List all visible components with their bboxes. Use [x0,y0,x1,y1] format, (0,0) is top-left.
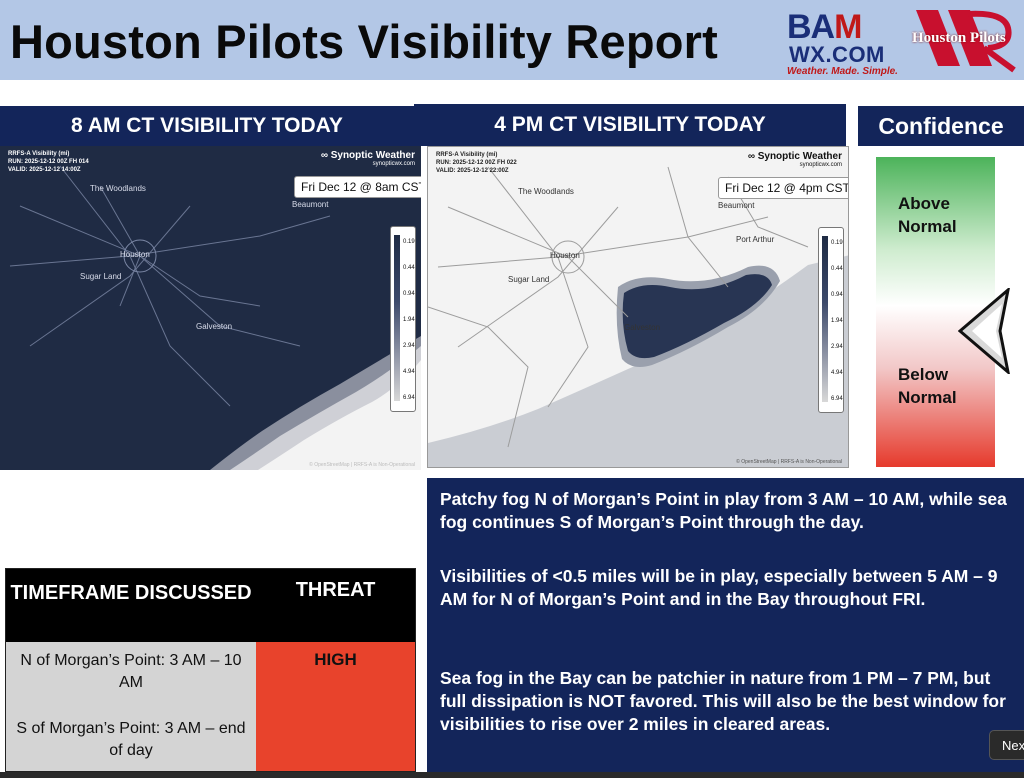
map-8am-graphic [9,165,421,470]
city-label: Port Arthur [736,235,775,244]
confidence-pointer-icon [958,288,1010,374]
legend-tick: 0.94 [403,291,415,297]
legend-tick: 4.94 [831,370,843,376]
city-label: Beaumont [718,201,755,210]
bam-wx-logo: BAM WX.COM Weather. Made. Simple. [783,8,905,78]
map-8am-info: RRFS-A Visibility (mi) RUN: 2025-12-12 0… [8,151,89,173]
timeframe-north: N of Morgan’s Point: 3 AM – 10 AM [20,652,242,691]
legend-tick: 0.44 [403,265,415,271]
threat-table: TIMEFRAME DISCUSSED THREAT N of Morgan’s… [5,568,416,772]
legend-color-bar [394,235,400,401]
bam-logo-wx: WX.COM [789,42,885,67]
legend-tick: 6.94 [403,395,415,401]
map-credit: © OpenStreetMap | RRFS-A is Non-Operatio… [309,462,415,468]
bam-logo-text: BAM [787,8,862,46]
confidence-gradient-bar: Above Normal Below Normal [876,157,995,467]
timeframe-cell: N of Morgan’s Point: 3 AM – 10 AM S of M… [6,642,256,771]
map-4pm-datetime: Fri Dec 12 @ 4pm CST [718,177,848,199]
confidence-title: Confidence [858,106,1024,146]
pilots-logo-graphic [916,10,1016,73]
left-panel-title: 8 AM CT VISIBILITY TODAY [0,106,414,146]
city-label: Sugar Land [508,275,550,284]
threat-cell: HIGH [256,642,415,771]
map-8am-datetime: Fri Dec 12 @ 8am CST [294,176,421,198]
legend-tick: 4.94 [403,369,415,375]
discussion-paragraph: Sea fog in the Bay can be patchier in na… [440,668,1006,734]
page-title: Houston Pilots Visibility Report [10,15,718,68]
visibility-legend: 0.19 0.44 0.94 1.94 2.94 4.94 6.94 [818,227,844,413]
confidence-below-label: Below Normal [898,365,957,407]
legend-tick: 2.94 [403,343,415,349]
forecast-discussion: Patchy fog N of Morgan’s Point in play f… [427,478,1024,772]
header: Houston Pilots Visibility Report BAM WX.… [0,0,1024,80]
threat-level: HIGH [314,650,357,669]
city-label: Houston [120,250,150,259]
legend-tick: 6.94 [831,396,843,402]
map-4pm-graphic [428,166,848,467]
confidence-above-label: Above Normal [898,194,957,236]
map-4pm-info: RRFS-A Visibility (mi) RUN: 2025-12-12 0… [436,152,517,174]
timeframe-south: S of Morgan’s Point: 3 AM – end of day [16,720,246,759]
houston-pilots-logo: Houston Pilots [908,6,1018,74]
city-label: Galveston [196,322,233,331]
threat-table-header: TIMEFRAME DISCUSSED THREAT [6,569,415,642]
bam-logo-tagline: Weather. Made. Simple. [787,66,898,77]
legend-color-bar [822,236,828,402]
city-label: Sugar Land [80,272,122,281]
visibility-map-4pm: RRFS-A Visibility (mi) RUN: 2025-12-12 0… [427,146,849,468]
synoptic-logo: ∞ Synoptic Weather synopticwx.com [320,150,415,167]
legend-tick: 0.19 [831,240,843,246]
city-label: Houston [550,251,580,260]
pilots-logo-text: Houston Pilots [912,30,1006,46]
synoptic-logo: ∞ Synoptic Weather synopticwx.com [747,151,842,168]
city-label: The Woodlands [518,187,574,196]
legend-tick: 1.94 [403,317,415,323]
right-panel-title: 4 PM CT VISIBILITY TODAY [414,104,846,146]
next-button[interactable]: Next [989,730,1024,760]
legend-tick: 0.44 [831,266,843,272]
header-timeframe: TIMEFRAME DISCUSSED [10,582,252,604]
visibility-map-8am: RRFS-A Visibility (mi) RUN: 2025-12-12 0… [0,146,421,470]
city-label: Galveston [624,323,661,332]
legend-tick: 0.94 [831,292,843,298]
city-label: Beaumont [292,200,329,209]
discussion-paragraph: Patchy fog N of Morgan’s Point in play f… [440,489,1007,532]
map-credit: © OpenStreetMap | RRFS-A is Non-Operatio… [736,459,842,465]
visibility-legend: 0.19 0.44 0.94 1.94 2.94 4.94 6.94 [390,226,416,412]
discussion-paragraph: Visibilities of <0.5 miles will be in pl… [440,566,998,609]
bottom-strip [0,772,1024,778]
legend-tick: 0.19 [403,239,415,245]
legend-tick: 2.94 [831,344,843,350]
header-threat: THREAT [295,579,376,601]
legend-tick: 1.94 [831,318,843,324]
city-label: The Woodlands [90,184,146,193]
